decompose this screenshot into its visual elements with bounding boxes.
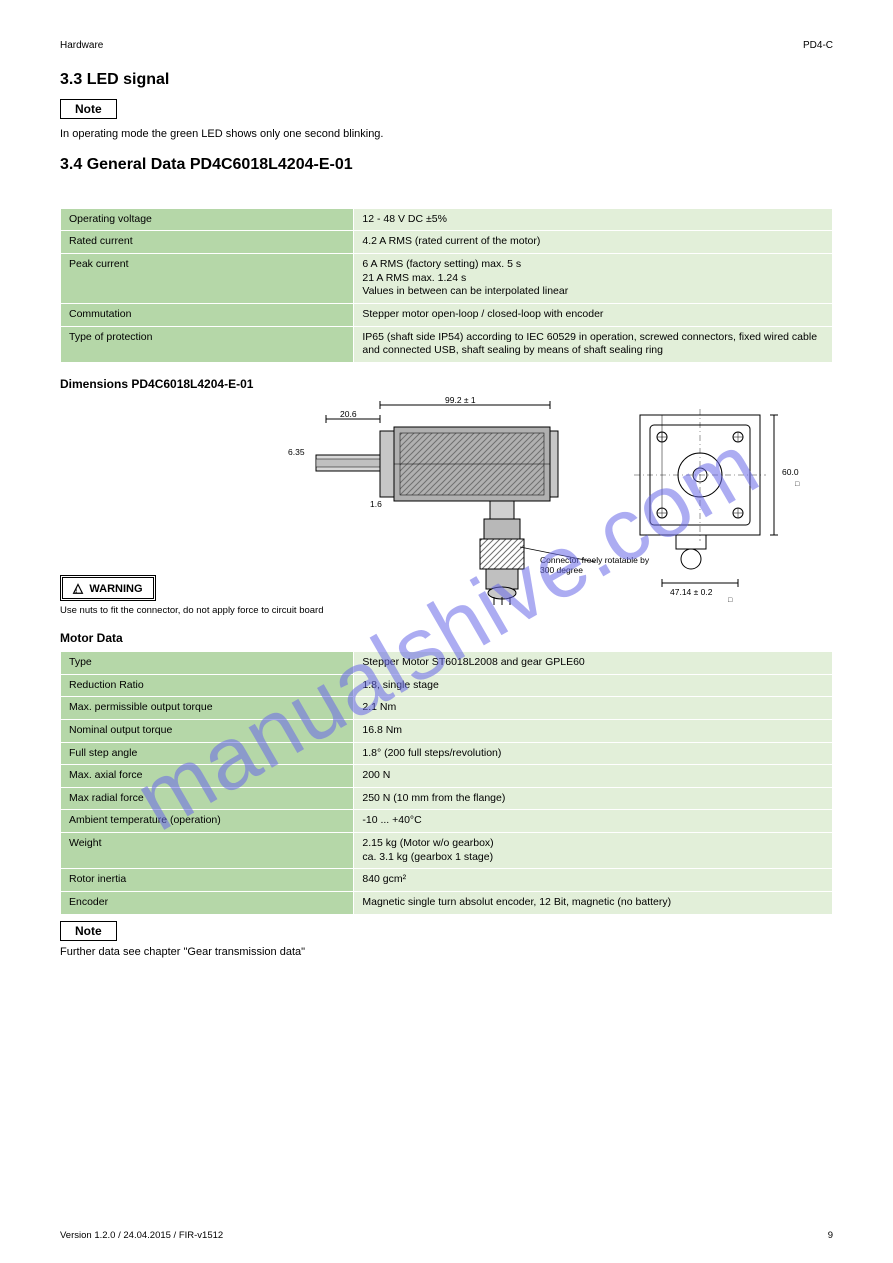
dim-bolt: 47.14 ± 0.2 bbox=[670, 587, 712, 597]
cell-key: Encoder bbox=[61, 892, 354, 915]
cell-val: 840 gcm² bbox=[354, 869, 833, 892]
cell-val: 12 - 48 V DC ±5% bbox=[354, 208, 833, 231]
note-block-bottom: Note Further data see chapter "Gear tran… bbox=[60, 921, 833, 960]
cell-key: Operating voltage bbox=[61, 208, 354, 231]
cell-key: Nominal output torque bbox=[61, 719, 354, 742]
cell-val: 4.2 A RMS (rated current of the motor) bbox=[354, 231, 833, 254]
warning-label: △!WARNING bbox=[60, 575, 156, 601]
note-text-bottom: Further data see chapter "Gear transmiss… bbox=[60, 945, 833, 960]
note-label-bottom: Note bbox=[60, 921, 117, 941]
cell-key: Peak current bbox=[61, 254, 354, 304]
cell-val: 1.8° (200 full steps/revolution) bbox=[354, 742, 833, 765]
dim-shaft-len: 20.6 bbox=[340, 409, 357, 419]
cell-key: Max radial force bbox=[61, 787, 354, 810]
cell-val: 250 N (10 mm from the flange) bbox=[354, 787, 833, 810]
cell-val: 2.1 Nm bbox=[354, 697, 833, 720]
cell-key: Max. permissible output torque bbox=[61, 697, 354, 720]
dimension-diagram: 99.2 ± 1 20.6 6.35 1.6 60.0 □ 47.14 ± 0.… bbox=[60, 397, 833, 617]
cell-key: Ambient temperature (operation) bbox=[61, 810, 354, 833]
cell-key: Reduction Ratio bbox=[61, 674, 354, 697]
table-row: Operating voltage12 - 48 V DC ±5% bbox=[61, 208, 833, 231]
subheading-dimensions: Dimensions PD4C6018L4204-E-01 bbox=[60, 377, 833, 391]
table-row: Max radial force250 N (10 mm from the fl… bbox=[61, 787, 833, 810]
cell-val: Stepper motor open-loop / closed-loop wi… bbox=[354, 304, 833, 327]
table-row: CommutationStepper motor open-loop / clo… bbox=[61, 304, 833, 327]
table-row: Type of protectionIP65 (shaft side IP54)… bbox=[61, 326, 833, 362]
cell-key: Type bbox=[61, 651, 354, 674]
table-row: Rated current4.2 A RMS (rated current of… bbox=[61, 231, 833, 254]
cell-key: Rotor inertia bbox=[61, 869, 354, 892]
table-row: EncoderMagnetic single turn absolut enco… bbox=[61, 892, 833, 915]
page-header: Hardware PD4-C bbox=[60, 40, 833, 51]
cell-key: Full step angle bbox=[61, 742, 354, 765]
cell-val: Magnetic single turn absolut encoder, 12… bbox=[354, 892, 833, 915]
connector-note: Connector freely rotatable by 300 degree bbox=[540, 555, 660, 575]
warning-bang: ! bbox=[75, 588, 77, 595]
table-row: Full step angle1.8° (200 full steps/revo… bbox=[61, 742, 833, 765]
warning-block: △!WARNING Use nuts to fit the connector,… bbox=[60, 571, 360, 617]
subheading-motor: Motor Data bbox=[60, 631, 833, 645]
table-row: Reduction Ratio1:8, single stage bbox=[61, 674, 833, 697]
section-title-general: 3.4 General Data PD4C6018L4204-E-01 bbox=[60, 156, 833, 174]
cell-key: Type of protection bbox=[61, 326, 354, 362]
dim-L: 99.2 ± 1 bbox=[445, 395, 476, 405]
table-general: Operating voltage12 - 48 V DC ±5% Rated … bbox=[60, 208, 833, 363]
table-row: Max. axial force200 N bbox=[61, 765, 833, 788]
cell-val: 1:8, single stage bbox=[354, 674, 833, 697]
cell-val: 2.15 kg (Motor w/o gearbox) ca. 3.1 kg (… bbox=[354, 833, 833, 869]
cell-val: 6 A RMS (factory setting) max. 5 s 21 A … bbox=[354, 254, 833, 304]
cell-key: Weight bbox=[61, 833, 354, 869]
cell-val: -10 ... +40°C bbox=[354, 810, 833, 833]
header-right: PD4-C bbox=[803, 40, 833, 51]
cell-val: 16.8 Nm bbox=[354, 719, 833, 742]
cell-key: Commutation bbox=[61, 304, 354, 327]
dim-square: 60.0 bbox=[782, 467, 799, 477]
cell-key: Rated current bbox=[61, 231, 354, 254]
table-row: Nominal output torque16.8 Nm bbox=[61, 719, 833, 742]
table-row: Max. permissible output torque2.1 Nm bbox=[61, 697, 833, 720]
table-row: TypeStepper Motor ST6018L2008 and gear G… bbox=[61, 651, 833, 674]
cell-val: 200 N bbox=[354, 765, 833, 788]
note-label-top: Note bbox=[60, 99, 117, 119]
footer-right: 9 bbox=[828, 1230, 833, 1241]
header-left: Hardware bbox=[60, 40, 103, 51]
footer-left: Version 1.2.0 / 24.04.2015 / FIR-v1512 bbox=[60, 1230, 223, 1241]
table-motor: TypeStepper Motor ST6018L2008 and gear G… bbox=[60, 651, 833, 915]
table-row: Rotor inertia840 gcm² bbox=[61, 869, 833, 892]
table-row: Ambient temperature (operation)-10 ... +… bbox=[61, 810, 833, 833]
dim-square-sym: □ bbox=[795, 481, 799, 488]
table-row: Weight2.15 kg (Motor w/o gearbox) ca. 3.… bbox=[61, 833, 833, 869]
warning-text: Use nuts to fit the connector, do not ap… bbox=[60, 605, 360, 617]
subheading-general: ​ bbox=[60, 188, 833, 202]
dim-shaft-dia: 6.35 bbox=[288, 447, 305, 457]
cell-val: Stepper Motor ST6018L2008 and gear GPLE6… bbox=[354, 651, 833, 674]
cell-val: IP65 (shaft side IP54) according to IEC … bbox=[354, 326, 833, 362]
dim-flange: 1.6 bbox=[370, 499, 382, 509]
section-title-led: 3.3 LED signal bbox=[60, 71, 833, 89]
cell-key: Max. axial force bbox=[61, 765, 354, 788]
dim-bolt-sym: □ bbox=[728, 597, 732, 604]
note-text-top: In operating mode the green LED shows on… bbox=[60, 127, 833, 142]
table-row: Peak current6 A RMS (factory setting) ma… bbox=[61, 254, 833, 304]
warning-label-text: WARNING bbox=[89, 583, 142, 595]
page-footer: Version 1.2.0 / 24.04.2015 / FIR-v1512 9 bbox=[60, 1230, 833, 1241]
